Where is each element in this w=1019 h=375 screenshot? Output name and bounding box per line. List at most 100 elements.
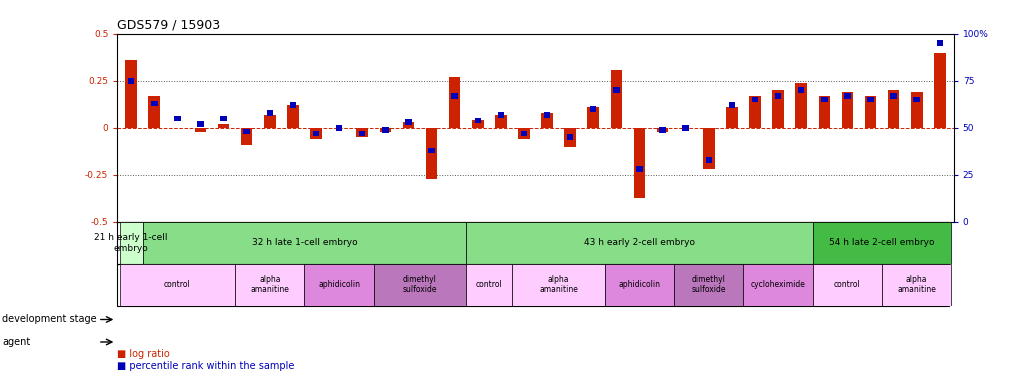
Bar bbox=[174, 116, 180, 121]
Bar bbox=[494, 115, 506, 128]
Bar bbox=[841, 92, 852, 128]
Bar bbox=[604, 264, 674, 306]
Bar bbox=[264, 115, 275, 128]
Bar bbox=[244, 129, 250, 135]
Text: alpha
amanitine: alpha amanitine bbox=[897, 275, 935, 294]
Bar bbox=[356, 128, 368, 137]
Bar bbox=[682, 125, 688, 130]
Bar bbox=[587, 107, 598, 128]
Bar bbox=[658, 127, 665, 133]
Bar bbox=[887, 90, 899, 128]
Bar bbox=[313, 130, 319, 136]
Bar bbox=[633, 128, 645, 198]
Bar bbox=[705, 157, 711, 163]
Bar bbox=[749, 96, 760, 128]
Text: agent: agent bbox=[2, 337, 31, 347]
Bar bbox=[674, 264, 743, 306]
Bar bbox=[612, 87, 619, 93]
Bar bbox=[197, 121, 204, 127]
Bar bbox=[795, 83, 806, 128]
Bar bbox=[797, 87, 804, 93]
Bar bbox=[541, 113, 552, 128]
Bar bbox=[771, 90, 784, 128]
Text: alpha
amanitine: alpha amanitine bbox=[539, 275, 578, 294]
Text: control: control bbox=[834, 280, 860, 289]
Bar bbox=[567, 135, 573, 140]
Text: 21 h early 1-cell
embryo: 21 h early 1-cell embryo bbox=[95, 233, 168, 253]
Bar bbox=[656, 128, 667, 132]
Bar bbox=[425, 128, 437, 178]
Bar bbox=[220, 116, 226, 121]
Bar bbox=[240, 128, 253, 145]
Bar bbox=[812, 264, 881, 306]
Bar bbox=[359, 130, 365, 136]
Bar bbox=[466, 264, 512, 306]
Bar bbox=[910, 92, 921, 128]
Bar bbox=[451, 93, 458, 99]
Bar bbox=[589, 106, 596, 112]
Text: alpha
amanitine: alpha amanitine bbox=[250, 275, 289, 294]
Bar bbox=[149, 96, 160, 128]
Text: control: control bbox=[164, 280, 191, 289]
Text: cycloheximide: cycloheximide bbox=[750, 280, 805, 289]
Text: aphidicolin: aphidicolin bbox=[618, 280, 660, 289]
Bar bbox=[266, 110, 273, 116]
Bar bbox=[151, 100, 157, 106]
Bar bbox=[890, 93, 896, 99]
Bar bbox=[289, 102, 296, 108]
Bar bbox=[448, 77, 460, 128]
Text: 43 h early 2-cell embryo: 43 h early 2-cell embryo bbox=[584, 238, 694, 248]
Bar bbox=[743, 264, 812, 306]
Bar bbox=[812, 222, 951, 264]
Bar bbox=[636, 166, 642, 172]
Bar bbox=[382, 127, 388, 133]
Text: ■ percentile rank within the sample: ■ percentile rank within the sample bbox=[117, 361, 294, 370]
Bar bbox=[127, 78, 135, 84]
Bar bbox=[864, 96, 875, 128]
Bar bbox=[913, 97, 919, 102]
Bar bbox=[472, 120, 483, 128]
Bar bbox=[403, 122, 414, 128]
Bar bbox=[521, 130, 527, 136]
Text: 54 h late 2-cell embryo: 54 h late 2-cell embryo bbox=[828, 238, 933, 248]
Bar bbox=[428, 148, 434, 153]
Bar bbox=[195, 128, 206, 132]
Text: ■ log ratio: ■ log ratio bbox=[117, 350, 170, 359]
Bar bbox=[817, 96, 829, 128]
Text: aphidicolin: aphidicolin bbox=[318, 280, 360, 289]
Bar bbox=[820, 97, 826, 102]
Bar bbox=[935, 40, 943, 46]
Bar bbox=[335, 125, 342, 130]
Bar bbox=[726, 107, 737, 128]
Bar bbox=[728, 102, 735, 108]
Bar bbox=[119, 264, 235, 306]
Bar bbox=[881, 264, 951, 306]
Bar bbox=[610, 69, 622, 128]
Bar bbox=[774, 93, 781, 99]
Text: dimethyl
sulfoxide: dimethyl sulfoxide bbox=[691, 275, 726, 294]
Bar bbox=[235, 264, 304, 306]
Text: dimethyl
sulfoxide: dimethyl sulfoxide bbox=[403, 275, 437, 294]
Bar bbox=[543, 112, 549, 117]
Bar bbox=[379, 128, 390, 132]
Bar bbox=[310, 128, 321, 139]
Bar bbox=[844, 93, 850, 99]
Bar bbox=[512, 264, 604, 306]
Text: control: control bbox=[476, 280, 502, 289]
Bar bbox=[119, 222, 143, 264]
Bar bbox=[866, 97, 873, 102]
Bar bbox=[933, 53, 945, 128]
Bar bbox=[466, 222, 812, 264]
Text: development stage: development stage bbox=[2, 315, 97, 324]
Bar bbox=[474, 117, 481, 123]
Bar bbox=[405, 119, 412, 125]
Bar bbox=[286, 105, 299, 128]
Bar bbox=[373, 264, 466, 306]
Bar bbox=[702, 128, 714, 169]
Text: 32 h late 1-cell embryo: 32 h late 1-cell embryo bbox=[252, 238, 357, 248]
Bar bbox=[143, 222, 466, 264]
Bar bbox=[518, 128, 529, 139]
Bar bbox=[304, 264, 373, 306]
Bar bbox=[218, 124, 229, 128]
Bar bbox=[125, 60, 137, 128]
